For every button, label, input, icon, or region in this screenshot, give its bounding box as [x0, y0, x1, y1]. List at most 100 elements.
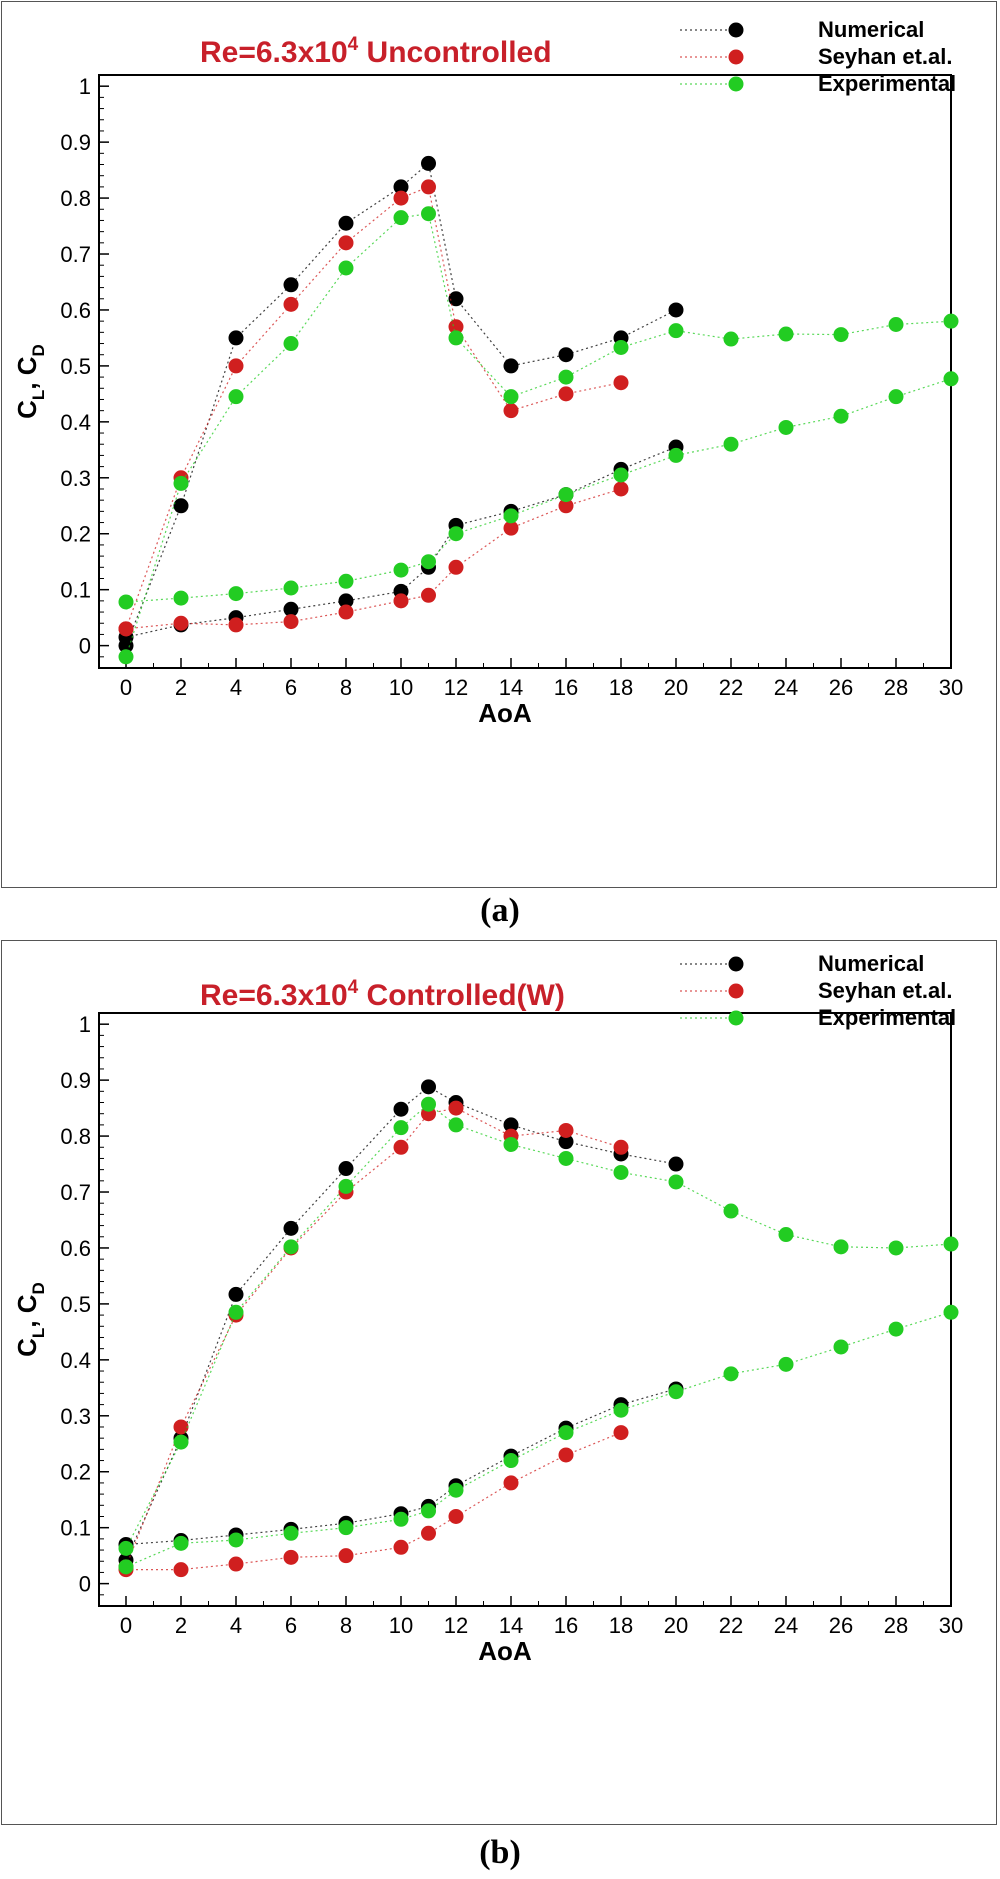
series-line [125, 213, 952, 657]
series-line [125, 446, 677, 638]
series-seyhan-et-al [118, 179, 629, 637]
data-point [421, 1079, 436, 1095]
data-point [228, 389, 244, 405]
data-point [228, 330, 244, 346]
data-point [668, 1156, 684, 1172]
x-tick-label: 10 [389, 1613, 413, 1638]
series-line [125, 488, 622, 630]
series-line [125, 1388, 677, 1546]
x-tick-label: 26 [829, 675, 853, 700]
data-point [833, 1339, 849, 1355]
chart-title: Re=6.3x104 Uncontrolled [200, 34, 552, 69]
legend-label: Experimental [818, 1005, 956, 1030]
data-point [421, 554, 436, 570]
x-tick-label: 4 [230, 675, 242, 700]
data-point [338, 1520, 354, 1536]
data-point [421, 1525, 436, 1541]
data-point [118, 1559, 134, 1575]
data-point [228, 586, 244, 602]
data-point [503, 403, 519, 419]
x-tick-label: 22 [719, 675, 743, 700]
data-point [338, 260, 354, 276]
data-point [283, 1220, 299, 1236]
y-axis: 0 0.1 0.2 0.3 0.4 0.5 0.6 0.7 0.8 0.9 1 [60, 74, 109, 659]
data-point [173, 498, 189, 514]
y-tick-label: 0.1 [60, 578, 91, 603]
legend-label: Experimental [818, 71, 956, 96]
data-point [668, 323, 684, 339]
data-point [393, 1101, 409, 1117]
data-point [118, 649, 134, 665]
series-line [125, 378, 952, 603]
data-point [613, 467, 629, 483]
series-numerical [118, 155, 684, 654]
series-experimental [118, 206, 959, 665]
data-point [228, 1532, 244, 1548]
data-point [283, 336, 299, 352]
data-point [118, 1540, 134, 1556]
y-axis-label: CL, CD [12, 344, 48, 419]
data-point [283, 601, 299, 617]
data-point [448, 1117, 464, 1133]
series-line [125, 1107, 622, 1568]
x-tick-label: 14 [499, 1613, 523, 1638]
legend-label: Seyhan et.al. [818, 978, 953, 1003]
data-point [228, 1556, 244, 1572]
legend-marker [728, 22, 744, 38]
y-tick-label: 0.4 [60, 1348, 91, 1373]
data-point [393, 1511, 409, 1527]
data-point [393, 190, 409, 206]
y-tick-label: 0.3 [60, 1404, 91, 1429]
x-tick-label: 30 [939, 675, 963, 700]
data-point [558, 498, 574, 514]
x-tick-label: 8 [340, 1613, 352, 1638]
x-tick-label: 28 [884, 1613, 908, 1638]
y-tick-label: 0.5 [60, 1292, 91, 1317]
data-point [558, 1134, 574, 1150]
series-line [125, 1103, 952, 1549]
data-point [173, 1562, 189, 1578]
data-point [338, 604, 354, 620]
data-point [228, 358, 244, 374]
data-point [503, 520, 519, 536]
chart-frame [1, 1, 997, 888]
legend-marker [728, 76, 744, 92]
data-point [393, 1539, 409, 1555]
legend-label: Numerical [818, 951, 924, 976]
data-point [723, 1366, 739, 1382]
data-point [943, 313, 959, 329]
data-point [778, 1227, 794, 1243]
data-point [173, 1535, 189, 1551]
data-point [558, 1425, 574, 1441]
data-point [558, 347, 574, 363]
series-seyhan-et-al [118, 1100, 629, 1578]
x-tick-label: 24 [774, 675, 798, 700]
chart-panel-b: 0 0.1 0.2 0.3 0.4 0.5 0.6 0.7 0.8 0.9 1 0 2 4 6 8 10 12 14… [0, 939, 1000, 1879]
series-line [125, 186, 622, 630]
x-tick-label: 12 [444, 675, 468, 700]
data-point [833, 408, 849, 424]
x-tick-label: 16 [554, 675, 578, 700]
x-tick-label: 18 [609, 675, 633, 700]
x-tick-label: 2 [175, 675, 187, 700]
data-point [833, 327, 849, 343]
data-point [421, 155, 436, 171]
series-experimental [118, 1096, 959, 1575]
y-tick-label: 0.6 [60, 1236, 91, 1261]
data-point [421, 206, 436, 222]
data-point [503, 1117, 519, 1133]
data-point [668, 447, 684, 463]
x-tick-label: 14 [499, 675, 523, 700]
x-tick-label: 8 [340, 675, 352, 700]
data-point [668, 302, 684, 318]
data-point [778, 1356, 794, 1372]
plot-area [98, 1012, 952, 1607]
data-point [613, 1425, 629, 1441]
y-tick-label: 0.9 [60, 130, 91, 155]
data-point [338, 1548, 354, 1564]
y-tick-label: 0 [79, 634, 91, 659]
data-point [558, 1150, 574, 1166]
data-point [723, 1203, 739, 1219]
data-point [613, 1164, 629, 1180]
x-tick-label: 30 [939, 1613, 963, 1638]
